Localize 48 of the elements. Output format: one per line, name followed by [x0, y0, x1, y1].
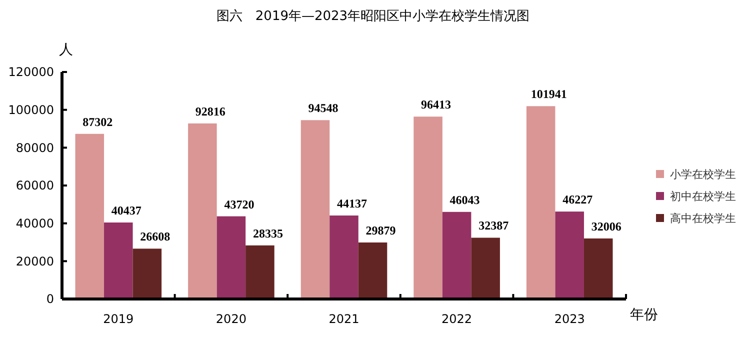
bar [471, 238, 500, 299]
y-tick-label: 80000 [16, 140, 54, 155]
bar [188, 123, 217, 299]
bar [246, 245, 274, 299]
legend-label: 初中在校学生 [670, 190, 736, 203]
y-tick-label: 20000 [16, 254, 54, 268]
data-label: 44137 [337, 196, 367, 211]
bar [75, 134, 104, 299]
x-tick-label: 2023 [554, 312, 585, 326]
bar [442, 212, 472, 299]
data-label: 46043 [450, 192, 480, 207]
data-label: 101941 [530, 87, 567, 102]
bar [132, 248, 162, 299]
bar [526, 106, 556, 299]
data-label: 32387 [478, 218, 509, 233]
data-label: 40437 [111, 204, 142, 218]
bar [216, 216, 246, 299]
bar [584, 238, 613, 299]
data-label: 32006 [591, 219, 622, 234]
y-axis-title: 人 [59, 42, 73, 58]
bar [104, 222, 133, 299]
x-axis-title: 年份 [630, 307, 658, 323]
y-tick-label: 120000 [8, 65, 54, 80]
data-label: 87302 [82, 114, 113, 129]
bar [555, 212, 584, 299]
chart-title: 图六 2019年—2023年昭阳区中小学在校学生情况图 [216, 9, 530, 24]
data-label: 92816 [195, 104, 226, 118]
data-label: 94548 [308, 101, 338, 116]
bar [300, 120, 330, 299]
bar [330, 216, 358, 299]
y-tick-label: 0 [46, 292, 54, 306]
bar [414, 116, 442, 299]
y-tick-label: 100000 [8, 103, 54, 118]
data-label: 28335 [252, 226, 283, 240]
x-tick-label: 2021 [328, 312, 360, 326]
data-label: 43720 [224, 197, 254, 212]
legend-label: 小学在校学生 [670, 168, 736, 181]
y-tick-label: 60000 [16, 178, 54, 193]
data-label: 26608 [140, 230, 170, 244]
data-label: 46227 [562, 192, 593, 207]
x-tick-label: 2022 [442, 312, 472, 326]
x-tick-label: 2019 [103, 312, 134, 326]
legend-label: 高中在校学生 [670, 212, 736, 225]
bar [358, 242, 388, 299]
data-label: 29879 [366, 223, 396, 238]
data-label: 96413 [421, 98, 452, 112]
y-tick-label: 40000 [16, 216, 54, 231]
x-tick-label: 2020 [216, 312, 246, 326]
